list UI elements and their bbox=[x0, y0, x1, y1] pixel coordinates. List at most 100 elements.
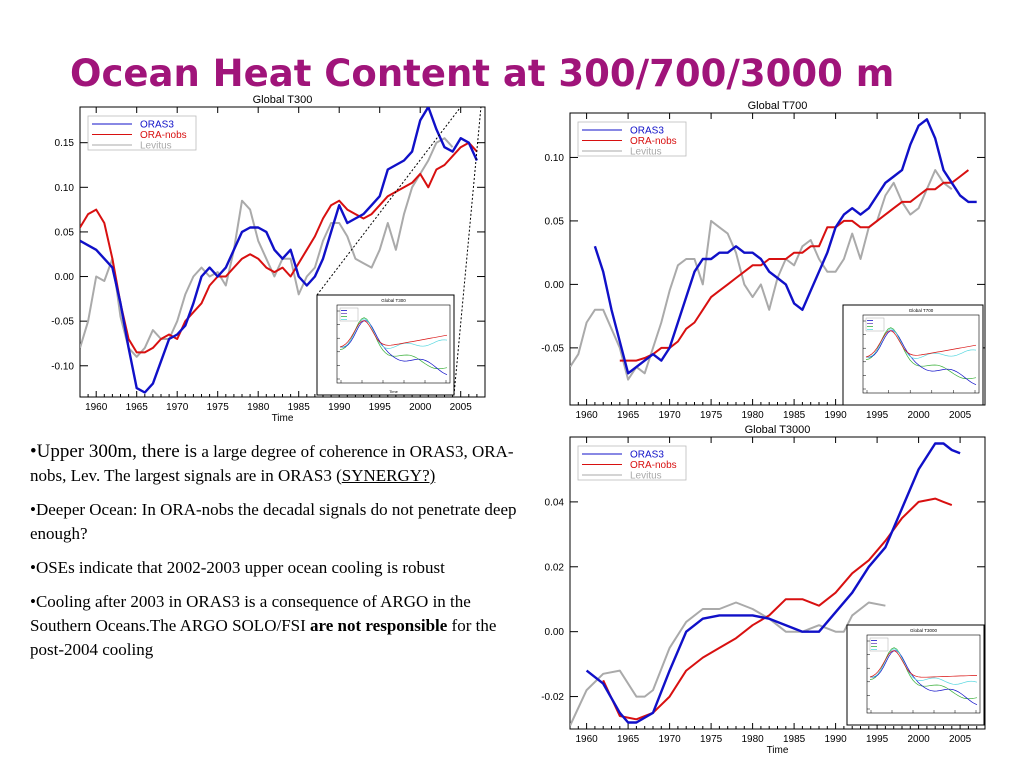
y-tick-label: -0.02 bbox=[541, 692, 564, 703]
inset-plot-frame bbox=[336, 304, 451, 384]
inset-frame bbox=[846, 624, 985, 726]
bullet-1-text: a large degree of coherence in ORAS3, OR… bbox=[30, 442, 514, 485]
x-tick-label: 1965 bbox=[617, 734, 640, 745]
y-tick-label: -0.05 bbox=[541, 343, 564, 354]
inset-title: Global T700 bbox=[909, 308, 934, 313]
inset-title: Global T300 bbox=[381, 298, 406, 303]
x-tick-label: 1965 bbox=[126, 402, 149, 413]
x-tick-label: 1965 bbox=[617, 410, 640, 421]
x-tick-label: 1970 bbox=[658, 734, 681, 745]
series-group bbox=[80, 107, 478, 394]
inset-plot-frame bbox=[866, 634, 981, 714]
bullet-upper-300m: •Upper 300m, there is a large degree of … bbox=[30, 440, 530, 488]
y-tick-label: 0.10 bbox=[545, 153, 565, 164]
y-tick-label: 0.02 bbox=[545, 562, 565, 573]
x-tick-label: 2000 bbox=[409, 402, 432, 413]
x-tick-label: 2005 bbox=[949, 410, 972, 421]
inset-line-red bbox=[339, 320, 448, 348]
bullet-4-text: •Cooling after 2003 in ORAS3 is a conseq… bbox=[30, 592, 471, 635]
x-tick-label: 1985 bbox=[288, 402, 311, 413]
series-group bbox=[570, 442, 961, 727]
y-tick-label: 0.05 bbox=[55, 227, 75, 238]
chart-title: Global T700 bbox=[748, 100, 808, 112]
x-tick-label: 2005 bbox=[450, 402, 473, 413]
x-tick-label: 1990 bbox=[824, 734, 847, 745]
y-tick-label: -0.05 bbox=[51, 317, 74, 328]
y-tick-label: -0.10 bbox=[51, 361, 74, 372]
x-tick-label: 1970 bbox=[166, 402, 189, 413]
legend-entry: ORAS3 bbox=[630, 450, 664, 461]
inset-line-red bbox=[865, 330, 977, 358]
legend-box bbox=[577, 445, 687, 481]
inset-legend bbox=[865, 317, 885, 332]
y-tick-label: 0.05 bbox=[545, 216, 565, 227]
bullet-oses: •OSEs indicate that 2002-2003 upper ocea… bbox=[30, 558, 445, 577]
chart-global-t300: Global T300 1960 1965 1970 1975 1980 1985 1990 1… bbox=[51, 94, 486, 424]
inset-title: Global T3000 bbox=[910, 628, 937, 633]
legend-entry: Levitus bbox=[630, 471, 662, 482]
series-line-ora-nobs bbox=[619, 169, 970, 362]
x-tick-label: 1995 bbox=[369, 402, 392, 413]
series-line-ora-nobs bbox=[602, 497, 953, 721]
y-tick-label: 0.00 bbox=[55, 272, 75, 283]
legend-entry: Levitus bbox=[140, 141, 172, 152]
chart-title: Global T300 bbox=[253, 94, 313, 106]
y-tick-label: 0.15 bbox=[55, 138, 75, 149]
y-tick-label: 0.04 bbox=[545, 497, 565, 508]
inset-line-green bbox=[339, 317, 448, 370]
legend-entry: ORA-nobs bbox=[140, 130, 187, 141]
inset-line-red bbox=[869, 650, 978, 678]
x-tick-label: 2000 bbox=[907, 734, 930, 745]
bullet-1-synergy: SYNERGY?) bbox=[341, 466, 436, 485]
legend-entry: ORAS3 bbox=[140, 120, 174, 131]
series-line-ora-nobs bbox=[80, 141, 478, 354]
x-tick-label: 1995 bbox=[866, 410, 889, 421]
inset-line-blue bbox=[869, 650, 978, 706]
zoom-guide-left bbox=[316, 106, 462, 296]
series-line-oras3 bbox=[585, 442, 961, 724]
legend-entry: ORAS3 bbox=[630, 126, 664, 137]
inset-line-blue bbox=[339, 320, 448, 376]
y-tick-label: 0.10 bbox=[55, 183, 75, 194]
inset-legend bbox=[869, 637, 889, 652]
series-line-oras3 bbox=[80, 107, 478, 394]
inset-plot-frame bbox=[862, 314, 980, 394]
x-tick-label: 1975 bbox=[700, 734, 723, 745]
legend-box bbox=[577, 121, 687, 157]
x-tick-label: 1985 bbox=[783, 410, 806, 421]
inset-x-label: Time bbox=[389, 389, 399, 394]
bullet-1-lead: •Upper 300m, there is bbox=[30, 441, 198, 462]
inset-legend bbox=[339, 307, 359, 322]
x-tick-label: 1975 bbox=[207, 402, 230, 413]
inset-line-green bbox=[865, 327, 977, 380]
bullet-4-bold: are not responsible bbox=[310, 616, 448, 635]
bullet-list: •Upper 300m, there is a large degree of … bbox=[30, 440, 530, 672]
series-line-levitus bbox=[570, 601, 886, 727]
x-axis-label: Time bbox=[272, 413, 294, 424]
bullet-deeper-ocean: •Deeper Ocean: In ORA-nobs the decadal s… bbox=[30, 500, 517, 543]
y-tick-label: 0.00 bbox=[545, 627, 565, 638]
series-line-levitus bbox=[80, 137, 454, 358]
inset-line-blue bbox=[865, 330, 977, 386]
x-tick-label: 1980 bbox=[247, 402, 270, 413]
x-tick-label: 1990 bbox=[328, 402, 351, 413]
x-tick-label: 1990 bbox=[824, 410, 847, 421]
series-group bbox=[570, 118, 977, 381]
bullet-4-tail: for the post-2004 cooling bbox=[30, 616, 497, 659]
x-tick-label: 1975 bbox=[700, 410, 723, 421]
x-tick-label: 1980 bbox=[741, 410, 764, 421]
x-tick-label: 1985 bbox=[783, 734, 806, 745]
x-tick-label: 1960 bbox=[575, 410, 598, 421]
x-tick-label: 1960 bbox=[85, 402, 108, 413]
series-line-levitus bbox=[570, 169, 953, 381]
legend-entry: ORA-nobs bbox=[630, 136, 677, 147]
x-tick-label: 1980 bbox=[741, 734, 764, 745]
x-tick-label: 2005 bbox=[949, 734, 972, 745]
x-tick-label: 1970 bbox=[658, 410, 681, 421]
bullet-cooling: •Cooling after 2003 in ORAS3 is a conseq… bbox=[30, 590, 530, 662]
legend-entry: Levitus bbox=[630, 147, 662, 158]
y-tick-label: 0.00 bbox=[545, 280, 565, 291]
series-line-oras3 bbox=[593, 118, 977, 375]
slide-title: Ocean Heat Content at 300/700/3000 m bbox=[70, 52, 895, 95]
inset-line-green bbox=[869, 647, 978, 700]
